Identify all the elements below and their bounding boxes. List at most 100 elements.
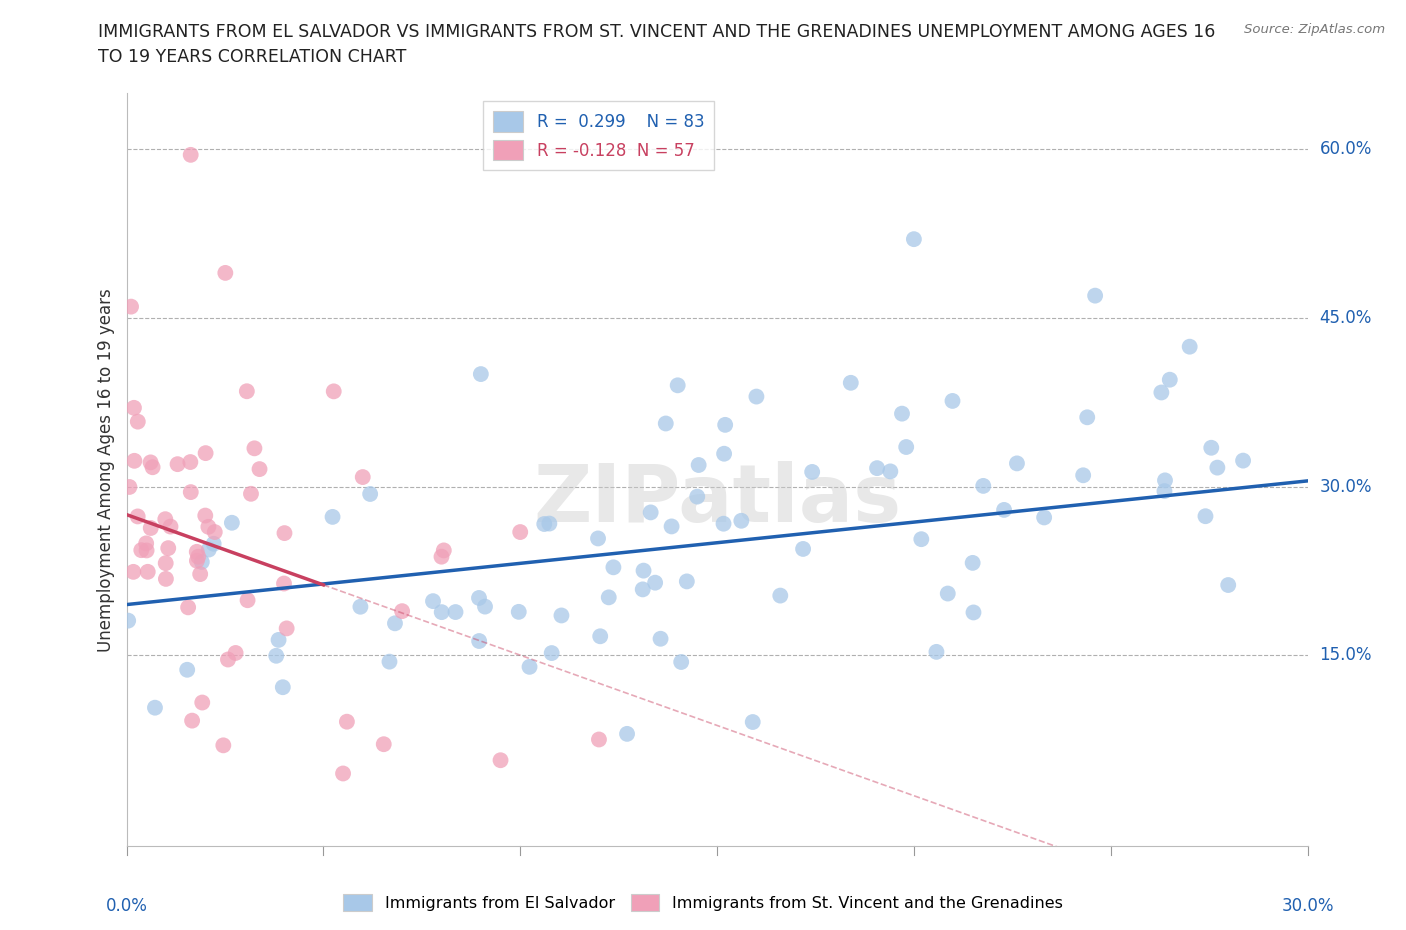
Point [903, 232, 925, 246]
Point [136, 565, 159, 579]
Point [221, 515, 243, 530]
Point [1033, 510, 1056, 525]
Point [191, 554, 214, 569]
Point [155, 556, 177, 571]
Point [598, 590, 620, 604]
Point [1153, 484, 1175, 498]
Point [176, 662, 198, 677]
Point [422, 593, 444, 608]
Point [468, 633, 491, 648]
Point [240, 486, 263, 501]
Point [519, 659, 541, 674]
Point [273, 576, 295, 591]
Point [180, 485, 202, 499]
Point [941, 393, 963, 408]
Point [236, 384, 259, 399]
Point [676, 574, 699, 589]
Point [891, 406, 914, 421]
Point [616, 726, 638, 741]
Point [730, 513, 752, 528]
Point [124, 453, 146, 468]
Point [212, 737, 235, 752]
Point [127, 509, 149, 524]
Point [430, 604, 453, 619]
Point [135, 543, 157, 558]
Point [194, 445, 217, 460]
Point [633, 564, 655, 578]
Point [713, 516, 735, 531]
Point [322, 510, 344, 525]
Point [631, 582, 654, 597]
Text: IMMIGRANTS FROM EL SALVADOR VS IMMIGRANTS FROM ST. VINCENT AND THE GRENADINES UN: IMMIGRANTS FROM EL SALVADOR VS IMMIGRANT… [98, 23, 1216, 41]
Point [179, 455, 201, 470]
Point [508, 604, 530, 619]
Point [198, 542, 221, 557]
Point [135, 536, 157, 551]
Point [181, 713, 204, 728]
Point [359, 486, 381, 501]
Point [910, 532, 932, 547]
Point [468, 591, 491, 605]
Point [650, 631, 672, 646]
Point [117, 613, 139, 628]
Point [801, 464, 824, 479]
Point [714, 418, 737, 432]
Point [157, 540, 180, 555]
Point [187, 550, 209, 565]
Point [191, 695, 214, 710]
Point [550, 608, 572, 623]
Point [588, 732, 610, 747]
Text: Source: ZipAtlas.com: Source: ZipAtlas.com [1244, 23, 1385, 36]
Point [186, 544, 208, 559]
Point [122, 565, 145, 579]
Point [264, 648, 287, 663]
Point [1084, 288, 1107, 303]
Point [197, 519, 219, 534]
Point [655, 416, 678, 431]
Point [336, 714, 359, 729]
Point [866, 460, 889, 475]
Point [661, 519, 683, 534]
Point [993, 502, 1015, 517]
Point [243, 441, 266, 456]
Point [118, 480, 141, 495]
Y-axis label: Unemployment Among Ages 16 to 19 years: Unemployment Among Ages 16 to 19 years [97, 287, 115, 652]
Point [509, 525, 531, 539]
Point [962, 555, 984, 570]
Point [349, 599, 371, 614]
Point [972, 478, 994, 493]
Point [686, 489, 709, 504]
Point [1194, 509, 1216, 524]
Point [1076, 410, 1098, 425]
Point [444, 604, 467, 619]
Point [129, 543, 152, 558]
Point [1159, 372, 1181, 387]
Text: ZIPatlas: ZIPatlas [533, 460, 901, 538]
Point [1005, 456, 1028, 471]
Point [202, 537, 225, 551]
Point [276, 621, 298, 636]
Point [1150, 385, 1173, 400]
Point [142, 459, 165, 474]
Point [688, 458, 710, 472]
Point [122, 401, 145, 416]
Point [180, 147, 202, 162]
Point [589, 629, 612, 644]
Point [166, 457, 188, 472]
Point [120, 299, 142, 314]
Point [896, 440, 918, 455]
Point [533, 516, 555, 531]
Text: 30.0%: 30.0% [1281, 897, 1334, 915]
Point [644, 576, 666, 591]
Point [267, 632, 290, 647]
Point [391, 604, 413, 618]
Legend: R =  0.299    N = 83, R = -0.128  N = 57: R = 0.299 N = 83, R = -0.128 N = 57 [484, 101, 714, 170]
Point [273, 525, 295, 540]
Point [225, 645, 247, 660]
Point [155, 512, 177, 526]
Point [745, 389, 768, 404]
Point [1206, 460, 1229, 475]
Point [1232, 453, 1254, 468]
Point [839, 376, 862, 391]
Point [586, 531, 609, 546]
